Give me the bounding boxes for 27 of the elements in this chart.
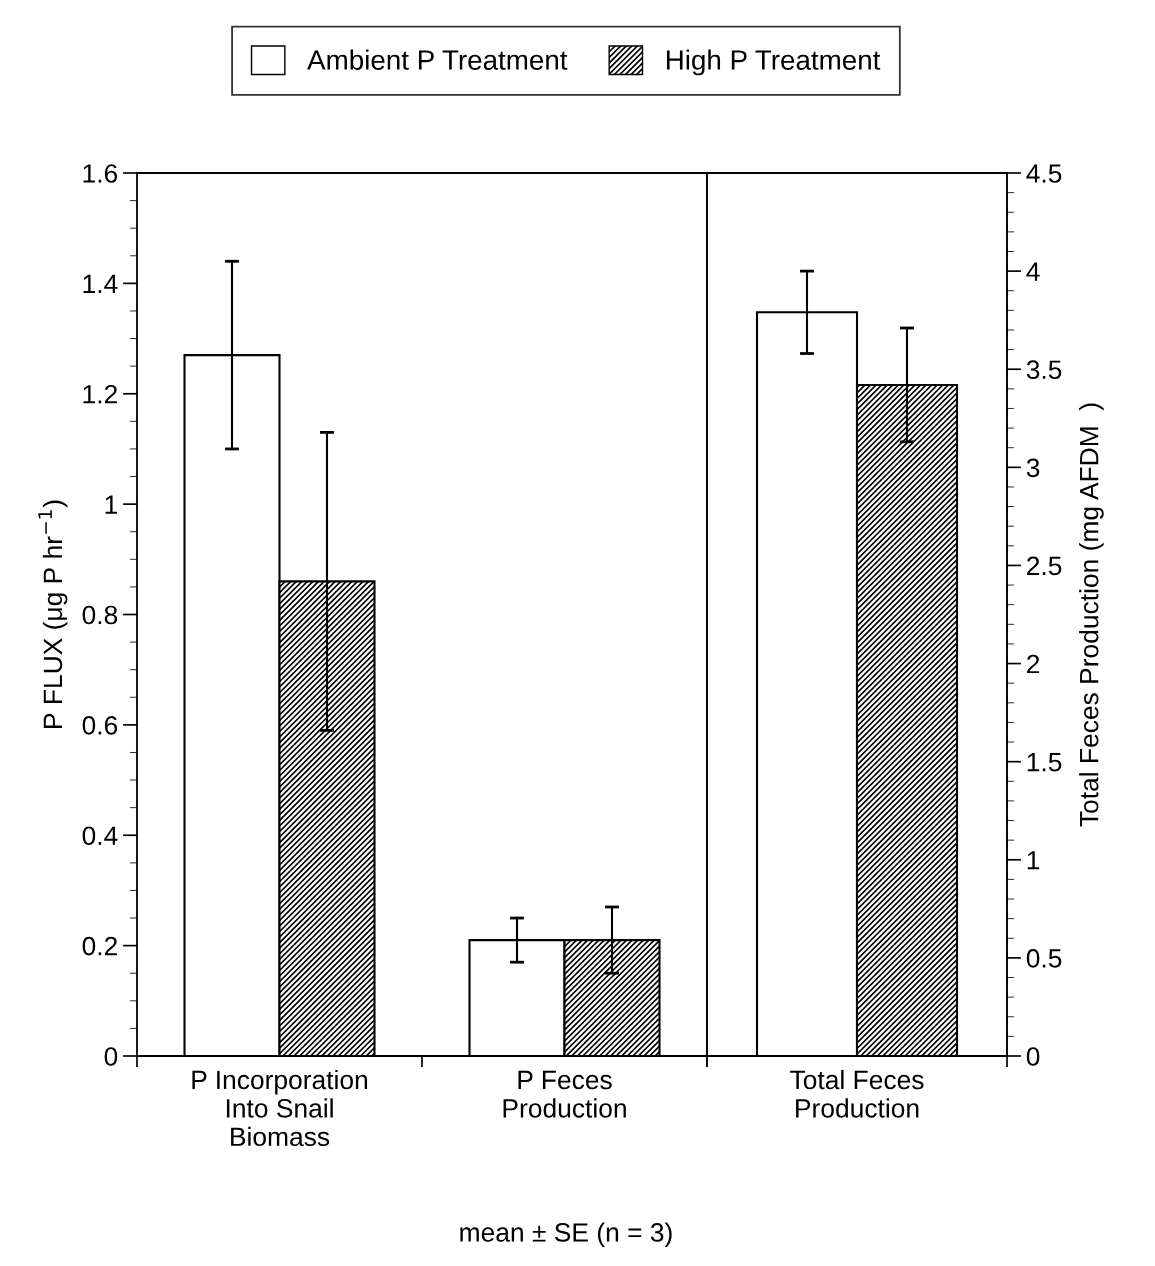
y2-tick-label: 4 xyxy=(1026,262,1040,281)
y-tick-label: 1.2 xyxy=(83,384,117,404)
y-tick-label: 0 xyxy=(104,1047,118,1066)
y2-tick-label: 2 xyxy=(1027,654,1040,674)
x-tick-label: P Feces Production xyxy=(503,1070,626,1118)
y-tick-label: 1 xyxy=(105,495,117,514)
y2-tick-label: 1.5 xyxy=(1027,753,1062,772)
y-tick-label: 0.4 xyxy=(82,826,118,846)
y2-tick-label: 2.5 xyxy=(1027,556,1062,576)
x-tick-label: Total Feces Production xyxy=(790,1069,924,1118)
legend-label: Ambient P Treatment xyxy=(307,49,568,70)
y2-tick-label: 0.5 xyxy=(1026,949,1062,968)
y-tick-label: 1.6 xyxy=(83,164,118,183)
y2-tick-label: 1 xyxy=(1027,851,1040,870)
y-tick-label: 0.8 xyxy=(82,605,118,625)
x-tick-label: P Incorporation Into Snail Biomass xyxy=(192,1069,368,1147)
legend-label: High P Treatment xyxy=(667,49,881,76)
y2-tick-label: 4.5 xyxy=(1026,164,1062,183)
text: mean ± SE (n = 3) xyxy=(460,1222,672,1247)
y-axis-title: P FLUX (μg P hr$^{−1}$) xyxy=(38,500,68,728)
y-tick-label: 1.4 xyxy=(83,274,118,293)
y2-axis-title: Total Feces Production (mg AFDM ) xyxy=(1079,403,1104,827)
y-tick-label: 0.6 xyxy=(82,716,118,735)
y2-tick-label: 3.5 xyxy=(1026,360,1062,380)
y2-tick-label: 0 xyxy=(1026,1047,1040,1066)
y-tick-label: 0.2 xyxy=(82,936,117,956)
y2-tick-label: 3 xyxy=(1026,458,1040,478)
